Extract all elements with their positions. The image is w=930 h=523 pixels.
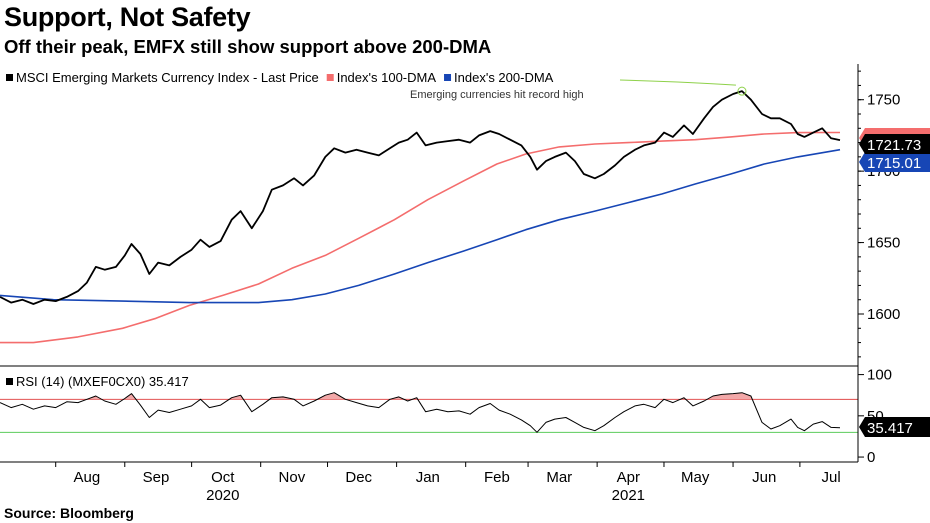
month-label-apr: Apr [617,469,640,486]
year-label-2020: 2020 [206,487,239,504]
legend-swatch-msci-emerging-markets-currency-index-last-price [6,74,13,81]
annotation-arrow [619,79,736,86]
last-value-label-msci-emerging-markets-currency-index-last-price: 1721.73 [867,137,921,154]
year-label-2021: 2021 [612,487,645,504]
price-panel: 1600165017001750MSCI Emerging Markets Cu… [0,70,930,358]
annotation-text: Emerging currencies hit record high [410,89,584,101]
last-value-tag-index-s-200-dma [859,152,930,172]
month-label-feb: Feb [484,469,510,486]
last-value-label-index-s-200-dma: 1715.01 [867,155,921,172]
chart-title: Support, Not Safety [4,2,251,32]
month-label-aug: Aug [74,469,101,486]
rsi-last-value-tag [859,417,930,437]
rsi-ytick-label: 0 [867,449,875,466]
source-note: Source: Bloomberg [4,505,134,521]
legend-label-index-s-200-dma: Index's 200-DMA [454,70,554,85]
month-label-nov: Nov [279,469,306,486]
legend-swatch-index-s-100-dma [326,74,334,81]
rsi-overbought-fill [0,392,840,400]
rsi-line [0,392,841,433]
annotation-marker [737,86,747,96]
price-ytick-label: 1650 [867,235,900,252]
series-line-index-s-100-dma [0,131,841,344]
last-value-tag-msci-emerging-markets-currency-index-last-price [859,134,930,154]
month-label-oct: Oct [211,469,235,486]
legend-label-index-s-100-dma: Index's 100-DMA [337,70,437,85]
month-label-jun: Jun [752,469,776,486]
price-ytick-label: 1600 [867,306,900,323]
chart-subtitle: Off their peak, EMFX still show support … [4,36,492,57]
rsi-ytick-label: 100 [867,367,892,384]
series-line-msci-emerging-markets-currency-index-last-price [0,90,841,305]
series-line-index-s-200-dma [0,148,841,304]
legend-swatch-index-s-200-dma [444,74,452,81]
month-label-may: May [681,469,710,486]
month-label-dec: Dec [345,469,372,486]
month-label-jul: Jul [821,469,840,486]
x-axis: Aug Sep Oct Nov Dec Jan Feb Mar Apr May Jun Jul 2020… [0,64,859,504]
rsi-legend-label: RSI (14) (MXEF0CX0) 35.417 [16,374,189,389]
rsi-last-value-label: 35.417 [867,420,913,437]
month-label-mar: Mar [546,469,572,486]
rsi-legend-swatch [6,378,13,385]
legend-label-msci-emerging-markets-currency-index-last-price: MSCI Emerging Markets Currency Index - L… [16,70,319,85]
month-label-jan: Jan [416,469,440,486]
month-label-sep: Sep [143,469,170,486]
price-ytick-label: 1750 [867,92,900,109]
